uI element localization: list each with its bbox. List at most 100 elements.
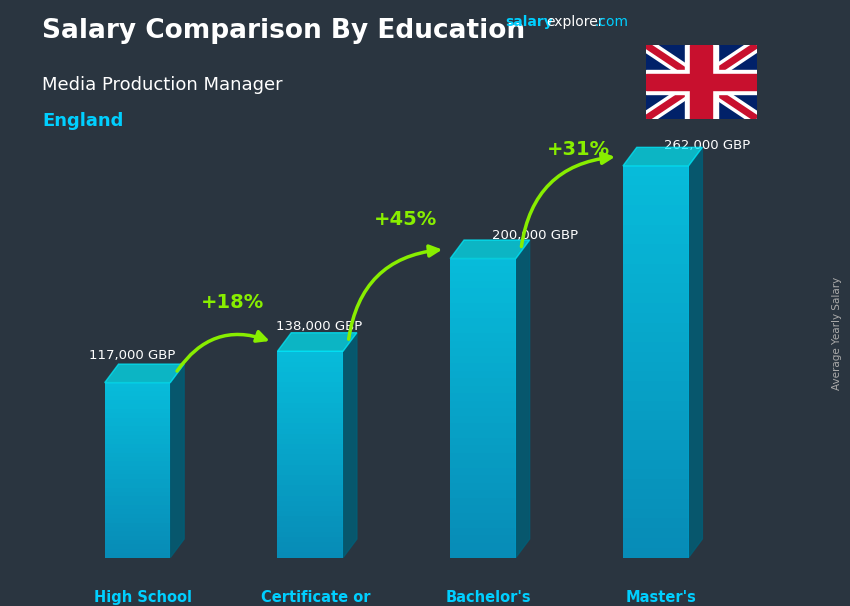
Bar [105, 510, 170, 514]
Polygon shape [450, 240, 530, 259]
Text: Master's
Degree: Master's Degree [626, 590, 697, 606]
Bar [105, 457, 170, 461]
Bar [105, 435, 170, 439]
Bar [623, 205, 688, 215]
Bar [623, 440, 688, 450]
Bar [623, 244, 688, 254]
Bar [623, 225, 688, 235]
Bar [623, 479, 688, 489]
Bar [105, 505, 170, 510]
Text: Average Yearly Salary: Average Yearly Salary [832, 277, 842, 390]
Bar [450, 371, 516, 378]
Bar [277, 521, 343, 527]
Bar [277, 537, 343, 542]
Bar [623, 332, 688, 342]
Bar [277, 475, 343, 480]
Bar [277, 531, 343, 537]
Text: Media Production Manager: Media Production Manager [42, 76, 283, 94]
Bar [105, 496, 170, 501]
Bar [277, 372, 343, 377]
Bar [450, 273, 516, 281]
Bar [450, 385, 516, 393]
Bar [105, 448, 170, 453]
Bar [105, 470, 170, 474]
Bar [277, 454, 343, 459]
Bar [450, 483, 516, 490]
Bar [105, 391, 170, 396]
Bar [277, 408, 343, 413]
Bar [105, 418, 170, 422]
Bar [277, 387, 343, 393]
Bar [623, 195, 688, 205]
Bar [277, 413, 343, 418]
Bar [105, 387, 170, 391]
Polygon shape [170, 364, 184, 558]
Bar [623, 489, 688, 499]
Bar [105, 518, 170, 522]
Polygon shape [343, 333, 357, 558]
Bar [277, 516, 343, 521]
Bar [450, 408, 516, 416]
Bar [623, 470, 688, 479]
Bar [450, 281, 516, 288]
Bar [105, 531, 170, 536]
Bar [623, 273, 688, 284]
Bar [623, 362, 688, 371]
Bar [684, 45, 717, 119]
Bar [623, 342, 688, 352]
Bar [105, 439, 170, 444]
Bar [450, 453, 516, 461]
Bar [277, 428, 343, 434]
Bar [623, 185, 688, 195]
Text: Bachelor's
Degree: Bachelor's Degree [445, 590, 531, 606]
Text: salary: salary [506, 15, 553, 29]
Bar [623, 215, 688, 225]
Bar [105, 382, 170, 387]
Bar [105, 474, 170, 479]
Text: High School: High School [94, 590, 192, 605]
Bar [105, 527, 170, 531]
Bar [623, 322, 688, 332]
Bar [105, 544, 170, 549]
Bar [450, 393, 516, 401]
Polygon shape [516, 240, 530, 558]
Bar [450, 296, 516, 304]
Bar [623, 352, 688, 362]
Bar [623, 401, 688, 411]
Bar [105, 549, 170, 553]
Bar [277, 351, 343, 356]
Text: Certificate or
Diploma: Certificate or Diploma [261, 590, 371, 606]
Bar [450, 318, 516, 326]
Bar [277, 480, 343, 485]
Bar [105, 444, 170, 448]
Bar [105, 453, 170, 457]
Bar [450, 430, 516, 438]
Bar [646, 70, 756, 94]
Bar [277, 382, 343, 387]
FancyArrowPatch shape [177, 331, 266, 371]
Bar [623, 528, 688, 538]
Bar [623, 411, 688, 421]
Bar [623, 391, 688, 401]
Bar [450, 363, 516, 371]
Bar [277, 490, 343, 496]
Bar [450, 445, 516, 453]
Bar [623, 430, 688, 440]
Bar [450, 468, 516, 475]
Bar [450, 266, 516, 273]
Text: .com: .com [595, 15, 629, 29]
Bar [105, 501, 170, 505]
Bar [623, 284, 688, 293]
Bar [623, 264, 688, 273]
Bar [277, 444, 343, 449]
Bar [450, 288, 516, 296]
Bar [277, 511, 343, 516]
Bar [277, 418, 343, 424]
Bar [105, 514, 170, 518]
Bar [105, 431, 170, 435]
FancyArrowPatch shape [348, 246, 439, 339]
Text: +31%: +31% [547, 140, 609, 159]
Bar [623, 235, 688, 244]
Bar [623, 166, 688, 176]
Bar [623, 499, 688, 508]
